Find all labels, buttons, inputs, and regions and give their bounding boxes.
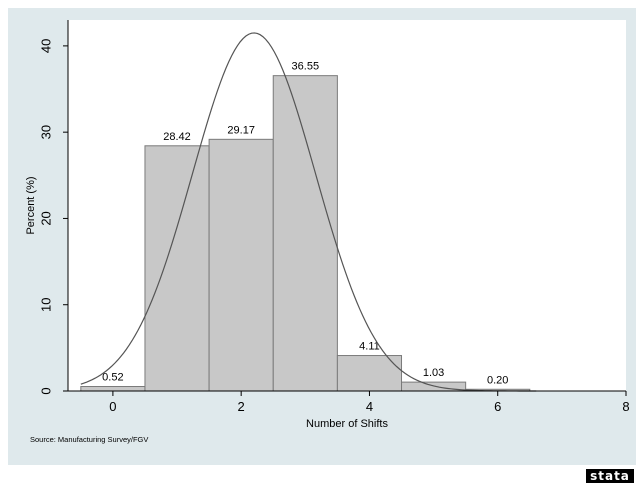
histogram-bar [336,355,403,392]
x-axis-title: Number of Shifts [306,418,388,430]
bar-value-label: 29.17 [227,124,255,136]
histogram-bar [272,75,338,392]
x-tick-label: 2 [238,399,245,414]
y-tick-label: 10 [39,297,54,311]
y-tick-label: 30 [39,125,54,139]
y-tick-label: 0 [39,387,54,394]
bar-value-label: 1.03 [423,367,444,379]
bar-value-label: 28.42 [163,131,191,143]
x-tick-label: 0 [109,399,116,414]
y-tick-label: 20 [39,211,54,225]
stata-logo: stata [586,469,634,483]
x-tick-label: 4 [366,399,373,414]
histogram-bar [144,145,210,392]
normal-density-curve [80,32,537,392]
source-note: Source: Manufacturing Survey/FGV [30,435,148,444]
bar-value-label: 0.52 [102,372,123,384]
histogram-bar [208,138,274,392]
x-tick-label: 6 [494,399,501,414]
y-tick-label: 40 [39,39,54,53]
histogram-bar [80,386,146,392]
x-tick-label: 8 [622,399,629,414]
bar-value-label: 36.55 [292,61,320,73]
bar-value-label: 4.11 [359,341,380,353]
bar-value-label: 0.20 [487,374,508,386]
y-axis-title: Percent (%) [25,176,37,234]
